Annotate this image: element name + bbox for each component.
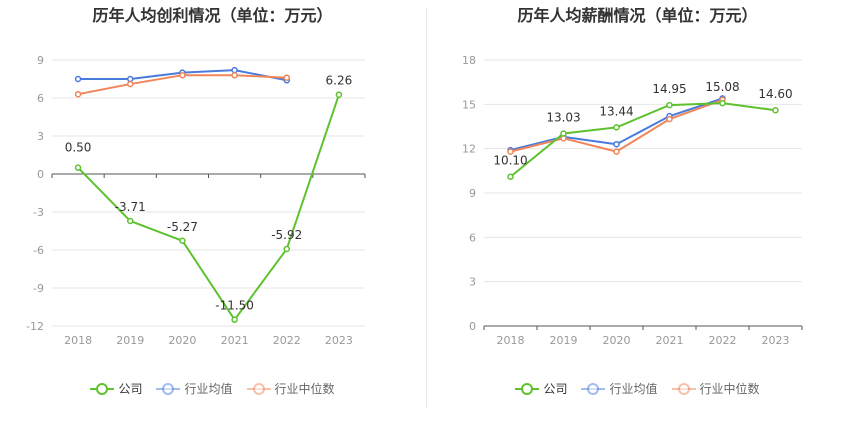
legend-line-dot-icon (671, 382, 696, 395)
profit-chart-legend: 公司 行业均值 行业中位数 (0, 380, 425, 397)
salary-y-tick-label: 9 (469, 187, 476, 200)
profit-data-label: -11.50 (215, 299, 254, 313)
profit-series-point-2[interactable] (179, 71, 186, 79)
salary-legend-item[interactable]: 行业中位数 (671, 380, 760, 397)
salary-series-point-0[interactable] (560, 130, 567, 137)
profit-series-point-0[interactable] (74, 164, 82, 171)
profit-y-tick-label: 3 (37, 130, 44, 143)
salary-legend-item[interactable]: 公司 (515, 380, 567, 397)
salary-x-tick-label: 2021 (656, 334, 684, 347)
legend-line-dot-icon (581, 382, 606, 395)
salary-series-point-0[interactable] (772, 106, 779, 114)
profit-series-point-2[interactable] (127, 80, 134, 88)
profit-legend-label: 公司 (118, 382, 143, 396)
profit-x-tick-label: 2020 (168, 334, 196, 347)
profit-x-tick-label: 2023 (325, 334, 353, 347)
salary-x-tick-label: 2018 (497, 334, 525, 347)
salary-series-point-0[interactable] (507, 173, 514, 180)
salary-series-point-2[interactable] (613, 148, 620, 155)
panel-divider (426, 8, 427, 408)
profit-chart-title: 历年人均创利情况（单位：万元） (92, 6, 333, 25)
profit-legend-item[interactable]: 公司 (90, 380, 142, 397)
profit-series-point-2[interactable] (74, 90, 82, 98)
salary-data-label: 13.44 (599, 104, 633, 118)
legend-line-dot-icon (246, 382, 271, 395)
salary-y-tick-label: 3 (469, 276, 476, 289)
profit-series-point-1[interactable] (127, 75, 134, 83)
profit-series-point-1[interactable] (231, 66, 238, 74)
profit-legend-label: 行业中位数 (274, 382, 335, 396)
profit-data-label: 0.50 (65, 141, 92, 155)
salary-x-tick-label: 2020 (603, 334, 631, 347)
profit-series-point-2[interactable] (231, 71, 238, 79)
legend-line-dot-icon (90, 382, 115, 395)
salary-chart-legend: 公司 行业均值 行业中位数 (425, 380, 850, 397)
salary-x-tick-label: 2022 (709, 334, 737, 347)
salary-chart-title: 历年人均薪酬情况（单位：万元） (517, 6, 758, 25)
salary-series-line-0 (509, 102, 776, 178)
profit-series-point-0[interactable] (283, 245, 290, 253)
profit-y-tick-label: 0 (37, 168, 44, 181)
salary-legend-label: 行业均值 (609, 382, 658, 396)
salary-data-label: 14.95 (652, 82, 686, 96)
profit-series-point-0[interactable] (231, 316, 238, 323)
legend-line-dot-icon (156, 382, 181, 395)
profit-series-point-0[interactable] (335, 91, 343, 98)
salary-x-tick-label: 2019 (550, 334, 578, 347)
profit-x-tick-label: 2018 (64, 334, 92, 347)
profit-data-label: 6.26 (326, 74, 353, 88)
salary-series-point-1[interactable] (613, 140, 620, 148)
salary-series-point-0[interactable] (613, 124, 620, 131)
salary-data-label: 13.03 (546, 110, 580, 124)
profit-series-point-0[interactable] (127, 217, 134, 225)
profit-data-label: -3.71 (115, 200, 146, 214)
salary-legend-label: 行业中位数 (699, 382, 760, 396)
salary-series-point-0[interactable] (666, 101, 673, 109)
profit-x-tick-label: 2022 (273, 334, 301, 347)
salary-chart-svg: 18 15 12 9 6 3 0 2018 2019 2020 2021 2022 2023 10.10 1… (462, 54, 803, 347)
profit-y-tick-label: -9 (33, 282, 44, 295)
salary-y-tick-label: 12 (462, 143, 476, 156)
profit-data-label: -5.92 (271, 228, 302, 242)
salary-y-tick-label: 15 (462, 98, 476, 111)
salary-legend-item[interactable]: 行业均值 (581, 380, 658, 397)
profit-y-tick-label: -6 (33, 244, 44, 257)
profit-legend-label: 行业均值 (184, 382, 233, 396)
profit-chart-svg: 9 6 3 0 -3 -6 -9 -12 2018 2019 2020 2021 2022 2023 0.5… (26, 54, 366, 347)
salary-y-tick-label: 18 (462, 54, 476, 67)
profit-series-point-1[interactable] (74, 75, 82, 83)
profit-x-tick-label: 2021 (221, 334, 249, 347)
salary-y-tick-label: 6 (469, 231, 476, 244)
profit-y-tick-label: -3 (33, 206, 44, 219)
profit-y-tick-label: -12 (26, 320, 44, 333)
profit-series-line-0 (77, 94, 340, 321)
profit-x-tick-label: 2019 (116, 334, 144, 347)
salary-series-point-2[interactable] (666, 115, 673, 123)
legend-line-dot-icon (515, 382, 540, 395)
salary-series-point-0[interactable] (719, 99, 726, 107)
salary-legend-label: 公司 (543, 382, 568, 396)
salary-y-tick-label: 0 (469, 320, 476, 333)
profit-y-tick-label: 6 (37, 92, 44, 105)
profit-legend-item[interactable]: 行业中位数 (246, 380, 335, 397)
salary-x-tick-label: 2023 (762, 334, 790, 347)
profit-data-label: -5.27 (167, 220, 198, 234)
salary-data-label: 15.08 (705, 80, 739, 94)
salary-data-label: 14.60 (758, 87, 792, 101)
profit-legend-item[interactable]: 行业均值 (156, 380, 233, 397)
salary-chart-panel: 历年人均薪酬情况（单位：万元） 18 15 12 9 6 3 0 2018 2019 2020 20… (425, 0, 850, 437)
profit-y-tick-label: 9 (37, 54, 44, 67)
salary-series-point-2[interactable] (507, 148, 514, 155)
salary-data-label: 10.10 (493, 154, 527, 168)
profit-series-point-2[interactable] (283, 74, 290, 81)
profit-series-point-0[interactable] (179, 237, 186, 245)
profit-chart-panel: 历年人均创利情况（单位：万元） 9 6 3 0 -3 -6 -9 -12 2018 2019 202… (0, 6, 425, 397)
